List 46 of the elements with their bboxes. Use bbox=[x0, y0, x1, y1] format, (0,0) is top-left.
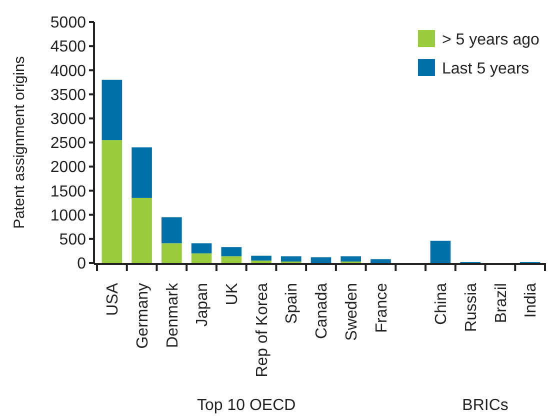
y-tick-label: 3500 bbox=[50, 86, 86, 104]
bar bbox=[191, 243, 212, 254]
bar bbox=[221, 247, 242, 256]
bar bbox=[310, 257, 332, 263]
y-tick-label: 500 bbox=[59, 232, 86, 248]
x-tick-label: France bbox=[373, 282, 390, 333]
y-tick-label: 0 bbox=[77, 256, 86, 273]
bar bbox=[251, 256, 272, 261]
x-tick-label: Japan bbox=[194, 283, 212, 327]
bar bbox=[430, 240, 451, 263]
x-tick-label: Canada bbox=[314, 282, 331, 340]
y-tick-label: 2500 bbox=[50, 135, 86, 152]
x-tick-label: Brazil bbox=[492, 283, 510, 324]
bar bbox=[280, 256, 302, 262]
bar bbox=[102, 140, 122, 263]
bar bbox=[132, 198, 152, 263]
x-tick-label: UK bbox=[224, 282, 241, 306]
y-tick-label: 2000 bbox=[50, 159, 86, 176]
y-tick-label: 5000 bbox=[50, 14, 86, 32]
bar bbox=[340, 256, 362, 262]
x-tick-label: Denmark bbox=[164, 282, 182, 348]
x-tick-label: China bbox=[433, 282, 450, 325]
text: BRICs bbox=[462, 397, 508, 414]
legend-label: Last 5 years bbox=[442, 60, 530, 78]
bar bbox=[162, 243, 182, 263]
y-tick-label: 1500 bbox=[50, 183, 86, 200]
y-tick-label: 4000 bbox=[50, 62, 86, 80]
x-tick-label: India bbox=[522, 282, 540, 318]
x-tick-label: USA bbox=[104, 282, 122, 316]
text: Top 10 OECD bbox=[196, 397, 296, 414]
bar bbox=[102, 80, 122, 140]
x-tick-label: Germany bbox=[134, 283, 152, 349]
x-tick-label: Russia bbox=[462, 282, 480, 332]
bar bbox=[132, 147, 152, 198]
y-tick-label: 3000 bbox=[50, 111, 86, 128]
x-tick-label: Spain bbox=[284, 283, 301, 324]
y-tick-label: 4500 bbox=[50, 38, 86, 56]
x-tick-label: Rep of Korea bbox=[254, 282, 271, 378]
bar bbox=[191, 253, 212, 263]
bar bbox=[162, 217, 182, 244]
y-axis-title: Patent assignment origins bbox=[11, 56, 28, 229]
bar bbox=[221, 256, 242, 263]
legend-label: > 5 years ago bbox=[442, 32, 540, 49]
bar bbox=[370, 259, 391, 263]
x-tick-label: Sweden bbox=[343, 283, 360, 341]
y-tick-label: 1000 bbox=[50, 207, 86, 224]
